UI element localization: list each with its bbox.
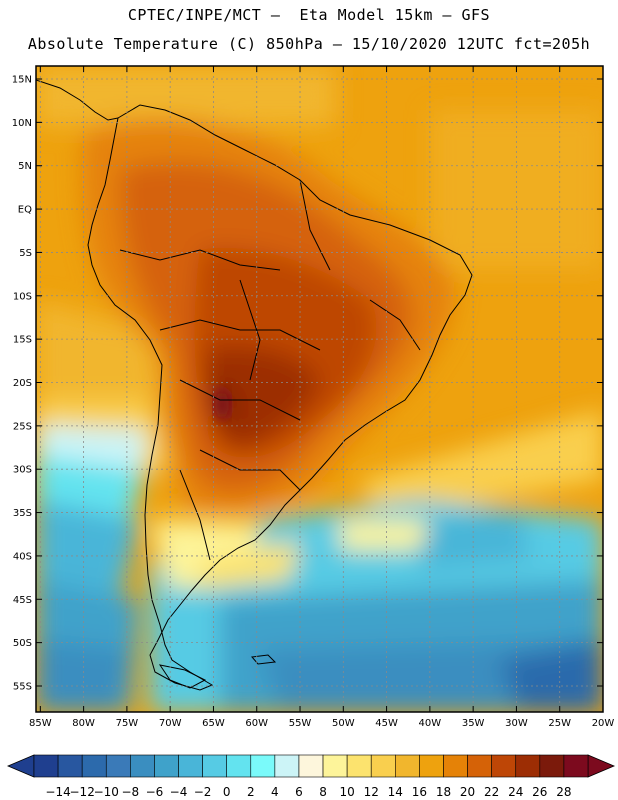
colorbar-label: 16 <box>412 785 427 799</box>
colorbar-label: −14 <box>45 785 70 799</box>
lat-label: 30S <box>13 465 32 476</box>
colorbar-label: 6 <box>295 785 303 799</box>
lon-label: 60W <box>245 718 268 729</box>
lat-label: 5S <box>19 248 32 259</box>
colorbar-arrow-right <box>587 754 616 778</box>
colorbar-swatch <box>33 754 59 778</box>
colorbar-label: −10 <box>94 785 119 799</box>
lat-label: 10S <box>13 291 32 302</box>
map-title-line-2: Absolute Temperature (C) 850hPa – 15/10/… <box>27 35 591 53</box>
colorbar-label: 14 <box>388 785 403 799</box>
colorbar-label: −8 <box>121 785 139 799</box>
colorbar-label: 4 <box>271 785 279 799</box>
lon-label: 65W <box>202 718 225 729</box>
lon-label: 45W <box>375 718 398 729</box>
country-border-4 <box>239 279 261 381</box>
map-title-line-1: CPTEC/INPE/MCT – Eta Model 15km – GFS <box>127 6 491 24</box>
colorbar-swatch <box>467 754 492 778</box>
lat-label: 20S <box>13 378 32 389</box>
colorbar-label: −6 <box>146 785 164 799</box>
axis-ticks <box>36 66 604 712</box>
island-falklands <box>251 654 277 665</box>
colorbar-swatch <box>419 754 444 778</box>
colorbar-swatch <box>226 754 252 778</box>
colorbar-swatch <box>154 754 179 778</box>
colorbar-swatch <box>202 754 227 778</box>
colorbar-swatch <box>322 754 348 778</box>
colorbar-label: 24 <box>508 785 523 799</box>
colorbar <box>6 754 616 778</box>
colorbar-label: 28 <box>556 785 571 799</box>
colorbar-label: 26 <box>532 785 547 799</box>
lon-label: 75W <box>116 718 139 729</box>
colorbar-swatch <box>491 754 517 778</box>
lon-label: 80W <box>72 718 95 729</box>
lon-label: 85W <box>29 718 52 729</box>
lat-label: 5N <box>18 161 32 172</box>
lat-label: 50S <box>13 638 32 649</box>
colorbar-label: 8 <box>319 785 327 799</box>
colorbar-swatch <box>395 754 420 778</box>
lat-label: 35S <box>13 508 32 519</box>
colorbar-swatch <box>443 754 468 778</box>
country-border-6 <box>199 449 301 491</box>
colorbar-label: 2 <box>247 785 255 799</box>
lon-label: 30W <box>505 718 528 729</box>
colorbar-label: 22 <box>484 785 499 799</box>
lat-label: 15S <box>13 335 32 346</box>
colorbar-label: −12 <box>70 785 95 799</box>
lat-label: EQ <box>18 205 32 216</box>
colorbar-label: 0 <box>223 785 231 799</box>
lon-label: 50W <box>332 718 355 729</box>
country-border-3 <box>179 379 301 421</box>
colorbar-swatch <box>250 754 276 778</box>
map-frame <box>35 65 604 713</box>
colorbar-labels: −14−12−10 −8 −6 −4 −2 0 2 4 6 8 10 12 14 16 18 20 22 24 26… <box>45 785 571 799</box>
colorbar-label: 10 <box>339 785 354 799</box>
lon-label: 55W <box>289 718 312 729</box>
country-border-1 <box>119 249 281 271</box>
colorbar-swatch <box>178 754 203 778</box>
latitude-labels: 15N 10N 5N EQ 5S 10S 15S 20S 25S 30S 35S 40S 45S 50S 5… <box>12 75 32 693</box>
colorbar-label: 18 <box>436 785 451 799</box>
colorbar-swatch <box>81 754 107 778</box>
colorbar-swatch <box>57 754 83 778</box>
colorbar-swatch <box>539 754 565 778</box>
lat-label: 40S <box>13 551 32 562</box>
colorbar-swatch <box>370 754 396 778</box>
lat-label: 15N <box>12 75 32 86</box>
colorbar-swatch <box>346 754 372 778</box>
country-border-8 <box>369 299 421 351</box>
lon-label: 70W <box>159 718 182 729</box>
colorbar-swatch <box>563 754 589 778</box>
country-border-2 <box>159 319 321 351</box>
colorbar-swatch <box>515 754 541 778</box>
colorbar-swatch <box>298 754 324 778</box>
lat-label: 45S <box>13 595 32 606</box>
lon-label: 25W <box>548 718 571 729</box>
lat-label: 10N <box>12 118 32 129</box>
colorbar-swatch <box>105 754 131 778</box>
temperature-field <box>36 66 603 712</box>
colorbar-swatch <box>274 754 300 778</box>
coastlines-and-borders <box>36 79 473 691</box>
colorbar-arrow-left <box>6 754 35 778</box>
lon-label: 35W <box>462 718 485 729</box>
longitude-labels: 85W 80W 75W 70W 65W 60W 55W 50W 45W 40W 35W 30W 25W 2… <box>29 718 614 729</box>
colorbar-label: 12 <box>364 785 379 799</box>
colorbar-swatch <box>130 754 155 778</box>
lat-label: 25S <box>13 421 32 432</box>
lon-label: 20W <box>592 718 615 729</box>
central-america-coastline <box>36 79 119 121</box>
country-border-5 <box>299 179 331 271</box>
lat-label: 55S <box>13 681 32 692</box>
lon-label: 40W <box>419 718 442 729</box>
colorbar-label: −4 <box>170 785 188 799</box>
colorbar-label: 20 <box>460 785 475 799</box>
country-border-7 <box>179 469 211 561</box>
colorbar-label: −2 <box>194 785 212 799</box>
island-tierra-del-fuego <box>158 664 207 689</box>
south-america-coastline <box>87 104 473 691</box>
